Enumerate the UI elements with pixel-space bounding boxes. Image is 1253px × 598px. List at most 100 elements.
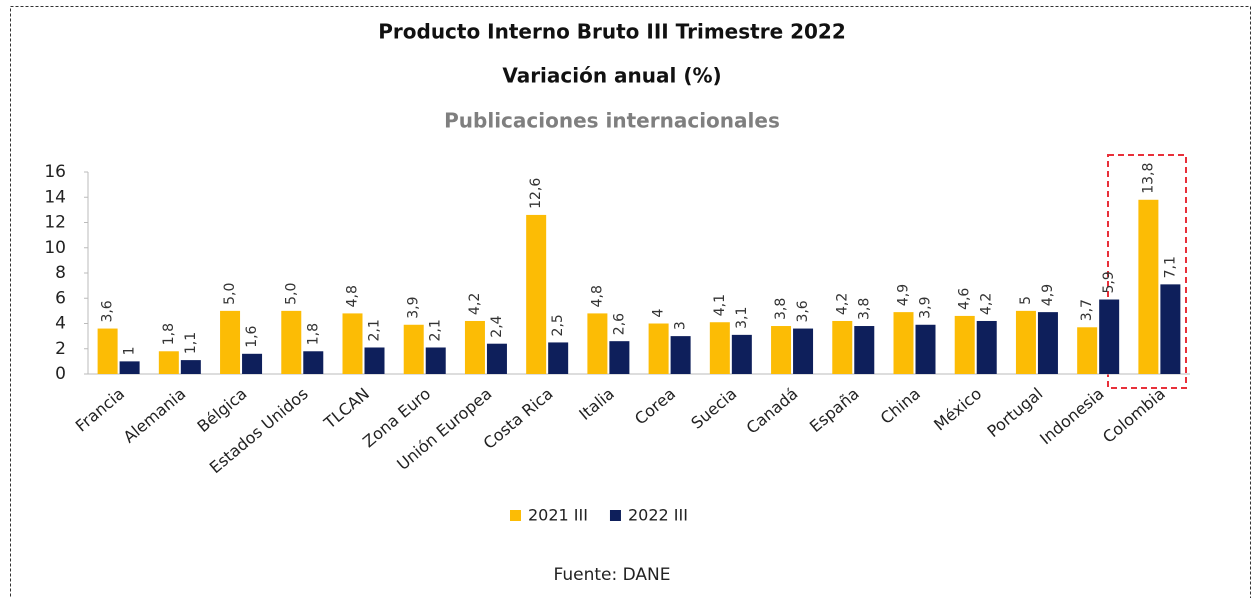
x-tick-label: China	[877, 384, 924, 428]
source: Fuente: DANE	[554, 565, 671, 585]
x-tick-label: Suecia	[687, 384, 740, 433]
y-tick-label: 2	[55, 339, 66, 359]
value-label: 5,0	[222, 283, 238, 305]
bar	[915, 324, 936, 374]
value-label: 4,2	[834, 293, 850, 315]
bar	[670, 336, 691, 374]
value-label: 4,9	[896, 284, 912, 306]
bar	[731, 334, 752, 374]
value-label: 4,1	[712, 294, 728, 316]
value-label: 4	[651, 309, 667, 318]
x-tick-label: Francia	[72, 384, 128, 436]
bar	[1037, 312, 1058, 374]
chart-title: Producto Interno Bruto III Trimestre 202…	[378, 20, 846, 44]
value-label: 4,8	[345, 285, 361, 307]
x-tick-label: España	[806, 384, 863, 436]
x-tick-label: Canadá	[743, 384, 802, 438]
x-tick-label: Indonesia	[1036, 384, 1107, 448]
value-label: 2,4	[489, 315, 505, 337]
bar	[242, 353, 263, 374]
legend-swatch	[609, 510, 621, 521]
y-tick-label: 14	[44, 187, 66, 207]
value-label: 2,1	[428, 319, 444, 341]
y-tick-label: 12	[44, 213, 66, 233]
value-label: 3,9	[918, 296, 934, 318]
value-label: 4,8	[589, 285, 605, 307]
bar	[526, 214, 547, 374]
value-label: 3	[673, 321, 689, 330]
bar	[793, 328, 814, 374]
value-label: 3,8	[856, 298, 872, 320]
y-tick-label: 4	[55, 314, 66, 334]
value-label: 12,6	[528, 178, 544, 209]
bar	[97, 328, 118, 374]
bar	[403, 324, 424, 374]
bar	[1138, 199, 1159, 374]
legend-label: 2021 III	[528, 506, 588, 525]
bar	[425, 347, 446, 374]
value-label: 7,1	[1162, 256, 1178, 278]
y-tick-label: 0	[55, 364, 66, 384]
bar	[954, 315, 975, 374]
bar	[281, 310, 302, 374]
page-border	[10, 6, 1251, 598]
bar	[220, 310, 241, 374]
bar	[893, 312, 914, 374]
value-label: 4,2	[979, 293, 995, 315]
value-label: 3,1	[734, 307, 750, 329]
bar	[303, 351, 324, 374]
value-label: 2,1	[367, 319, 383, 341]
bar	[180, 360, 201, 374]
bar	[1099, 299, 1120, 374]
legend-label: 2022 III	[628, 506, 688, 525]
bar	[364, 347, 385, 374]
bar	[587, 313, 608, 374]
y-tick-label: 8	[55, 263, 66, 283]
chart-subtitle2: Publicaciones internacionales	[444, 109, 780, 133]
value-label: 1,6	[244, 325, 260, 347]
value-label: 1,8	[161, 323, 177, 345]
value-label: 4,6	[957, 288, 973, 310]
y-tick-label: 10	[44, 238, 66, 258]
bar	[854, 326, 875, 374]
bar	[832, 320, 853, 374]
bar	[1015, 310, 1036, 374]
x-tick-label: TLCAN	[320, 384, 373, 433]
chart-subtitle: Variación anual (%)	[502, 64, 721, 88]
bar	[119, 361, 140, 374]
value-label: 2,6	[611, 313, 627, 335]
value-label: 5,0	[283, 283, 299, 305]
value-label: 1,8	[305, 323, 321, 345]
value-label: 5,9	[1101, 271, 1117, 293]
bar	[609, 341, 630, 374]
highlight-box	[1107, 154, 1187, 389]
x-tick-label: Bélgica	[194, 384, 251, 436]
x-tick-label: Italia	[575, 384, 617, 424]
bar	[771, 326, 792, 374]
bar	[158, 351, 179, 374]
value-label: 4,9	[1040, 284, 1056, 306]
value-label: 3,6	[100, 300, 116, 322]
bar	[486, 343, 507, 374]
x-tick-label: Colombia	[1099, 384, 1169, 447]
bar	[1160, 284, 1181, 374]
bar	[342, 313, 363, 374]
bar	[548, 342, 569, 374]
value-label: 1	[122, 346, 138, 355]
bar	[976, 320, 997, 374]
bar	[648, 323, 669, 374]
value-label: 1,1	[183, 332, 199, 354]
value-label: 13,8	[1140, 163, 1156, 194]
value-label: 4,2	[467, 293, 483, 315]
value-label: 2,5	[550, 314, 566, 336]
value-label: 3,6	[795, 300, 811, 322]
y-tick-label: 16	[44, 162, 66, 182]
x-tick-label: Alemania	[120, 384, 190, 447]
value-label: 3,7	[1079, 299, 1095, 321]
value-label: 3,9	[406, 296, 422, 318]
bar	[709, 322, 730, 374]
value-label: 3,8	[773, 298, 789, 320]
value-label: 5	[1018, 296, 1034, 305]
y-tick-label: 6	[55, 288, 66, 308]
